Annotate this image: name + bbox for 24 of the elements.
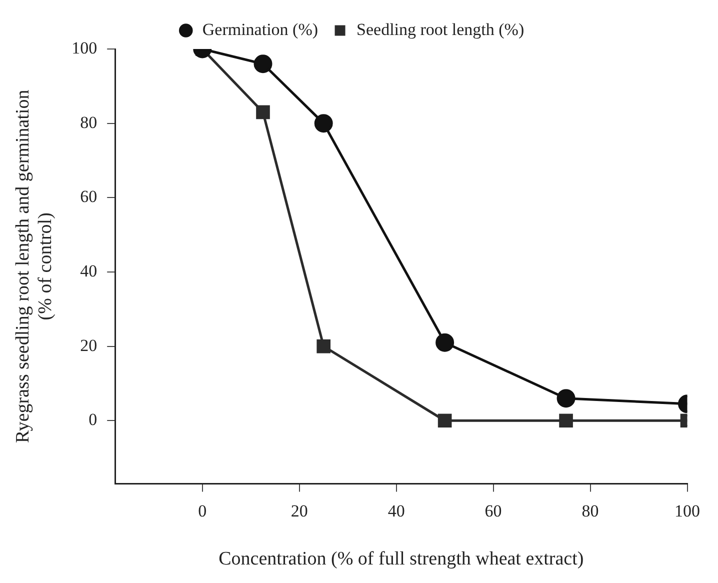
- point: [314, 114, 333, 133]
- x-tick-label: 100: [674, 501, 700, 520]
- point: [316, 339, 330, 354]
- legend-label: Seedling root length (%): [356, 20, 524, 39]
- legend-label: Germination (%): [202, 20, 318, 39]
- x-tick-label: 80: [582, 501, 599, 520]
- y-tick-label: 80: [80, 112, 98, 132]
- x-tick-label: 0: [198, 501, 207, 520]
- x-tick-label: 40: [388, 501, 405, 520]
- y-tick-label: 100: [72, 38, 98, 58]
- point: [436, 333, 454, 352]
- x-tick-label: 20: [290, 501, 308, 520]
- point: [559, 414, 573, 428]
- point: [254, 54, 272, 74]
- y-axis-title: Ryegrass seedling root length and germination (% of control): [12, 89, 56, 444]
- point: [256, 105, 270, 120]
- y-tick-label: 60: [80, 187, 98, 206]
- x-tick-label: 60: [484, 501, 502, 520]
- y-tick-label: 40: [80, 261, 98, 280]
- point: [438, 414, 452, 428]
- y-tick-label: 20: [80, 336, 98, 355]
- y-tick-label: 0: [88, 410, 98, 430]
- point: [556, 389, 576, 408]
- x-axis-title: Concentration (% of full strength wheat extract): [218, 548, 584, 570]
